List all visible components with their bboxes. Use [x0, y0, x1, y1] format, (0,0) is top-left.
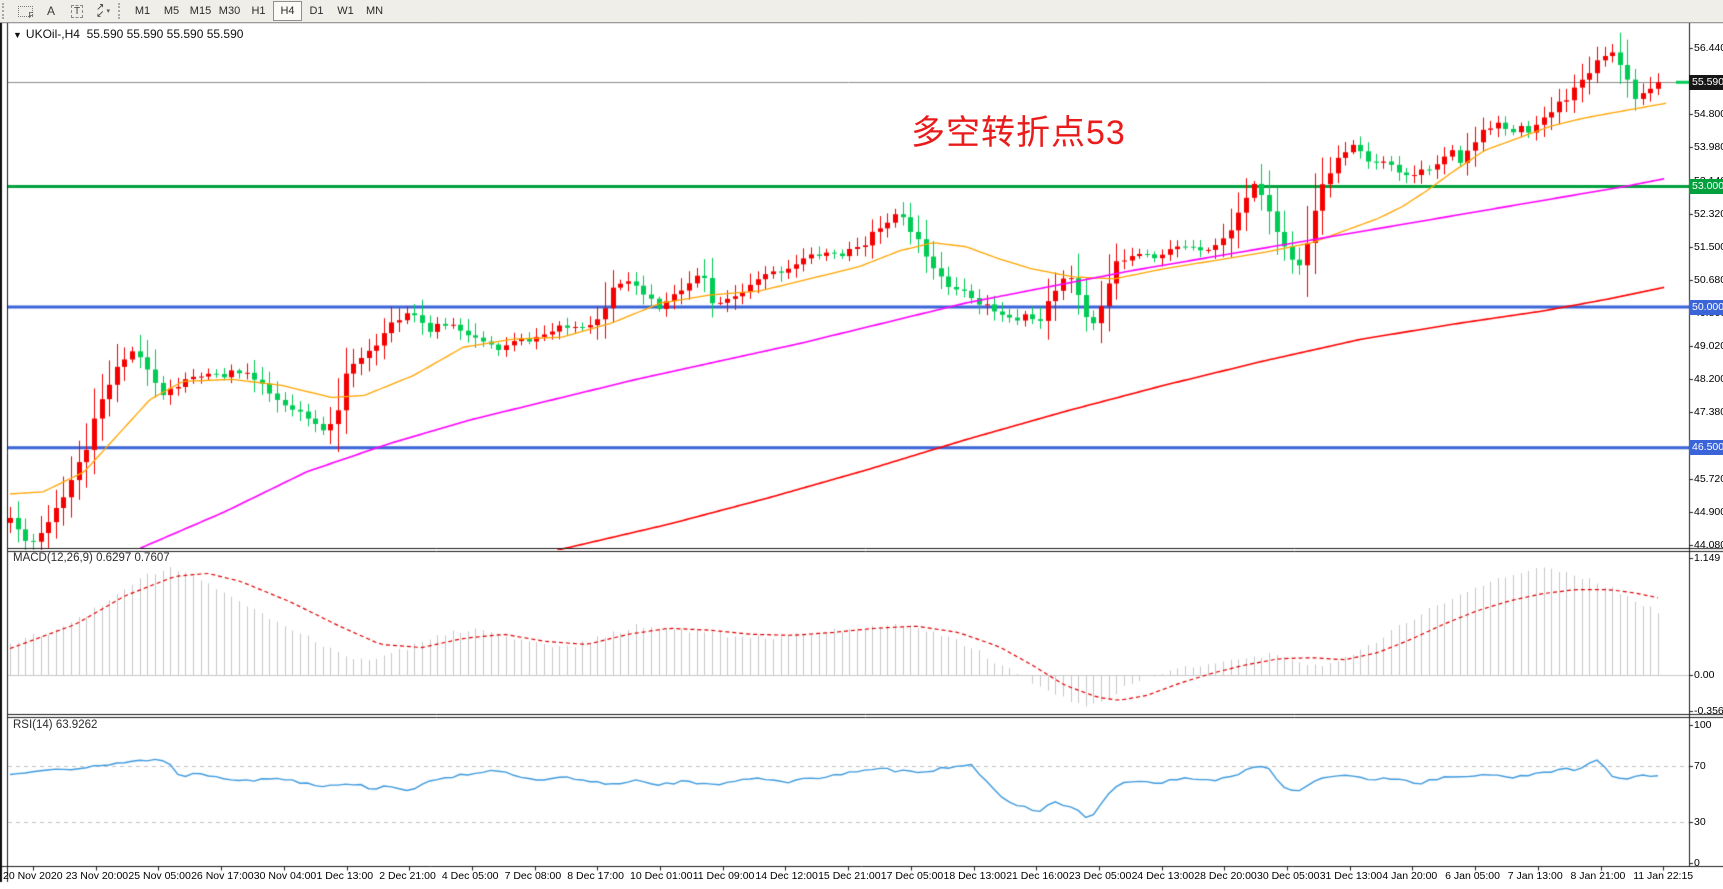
time-axis-label: 24 Dec 13:00 [1131, 870, 1195, 882]
macd-indicator-label: MACD(12,26,9) 0.6297 0.7607 [13, 552, 170, 564]
timeframe-button-d1[interactable]: D1 [309, 5, 324, 17]
time-axis-label: 26 Nov 17:00 [191, 870, 254, 882]
time-axis-label: 21 Dec 16:00 [1006, 870, 1069, 882]
time-axis-label: 23 Nov 20:00 [65, 870, 129, 882]
price-tick-label: 48.200 [1694, 373, 1723, 386]
time-axis-label: 1 Dec 13:00 [316, 870, 374, 882]
timeframe-button-m1[interactable]: M1 [134, 5, 151, 17]
timeframe-button-m5[interactable]: M5 [163, 5, 180, 17]
grid-f-icon[interactable]: F [12, 1, 38, 22]
time-axis-label: 30 Nov 04:00 [253, 870, 317, 882]
timeframe-button-h4[interactable]: H4 [273, 1, 302, 21]
macd-tick-label: 1.149 [1694, 552, 1721, 565]
text-a-icon[interactable]: A [46, 4, 55, 18]
timeframe-button-m15[interactable]: M15 [189, 5, 212, 17]
price-tick-label: 44.080 [1694, 538, 1723, 551]
rsi-tick-label: 30 [1694, 815, 1706, 828]
rsi-tick-label: 0 [1694, 857, 1700, 869]
price-tick-label: 50.680 [1694, 273, 1723, 286]
chart-title[interactable]: ▼ UKOil-,H4 55.590 55.590 55.590 55.590 [13, 27, 243, 41]
price-tick-label: 44.900 [1694, 506, 1723, 519]
chart-dropdown-icon[interactable]: ▼ [13, 30, 22, 40]
time-axis-label: 6 Jan 05:00 [1445, 870, 1500, 882]
time-axis-label: 28 Dec 20:00 [1194, 870, 1257, 882]
time-axis-label: 11 Jan 22:15 [1633, 870, 1694, 882]
time-axis-label: 11 Dec 09:00 [692, 870, 755, 882]
price-tick-label: 56.440 [1694, 42, 1723, 55]
chart-text-annotation[interactable]: 多空转折点53 [911, 114, 1126, 152]
time-axis-label: 7 Jan 13:00 [1507, 870, 1563, 882]
timeframe-button-mn[interactable]: MN [365, 5, 384, 17]
time-axis-label: 8 Dec 17:00 [567, 870, 624, 882]
price-tick-label: 49.020 [1694, 340, 1723, 353]
price-tick-label: 53.980 [1694, 141, 1723, 153]
time-axis-label: 15 Dec 21:00 [818, 870, 881, 882]
arrow-tools-icon[interactable]: ↗ ↙ ▾ [96, 2, 110, 20]
time-axis-label: 23 Dec 05:00 [1068, 870, 1132, 882]
time-axis-label: 25 Nov 05:00 [128, 870, 191, 882]
price-tick-label: 51.500 [1694, 240, 1723, 253]
toolbar-drag-handle-2[interactable] [118, 3, 125, 19]
price-tick-label: 52.320 [1694, 207, 1723, 220]
time-axis-label: 7 Dec 08:00 [504, 870, 562, 882]
timeframe-button-w1[interactable]: W1 [337, 5, 354, 17]
time-axis-label: 8 Jan 21:00 [1570, 870, 1626, 882]
time-axis-label: 20 Nov 2020 [3, 870, 63, 882]
macd-tick-label: 0.00 [1694, 668, 1715, 681]
level-price-badge[interactable]: 53.000 [1689, 178, 1723, 194]
current-price-badge: 55.590 [1689, 74, 1723, 90]
level-price-badge[interactable]: 46.500 [1689, 440, 1723, 456]
price-tick-label: 54.800 [1694, 108, 1723, 121]
toolbar-drag-handle[interactable] [2, 3, 9, 19]
chart-title-text: UKOil-,H4 55.590 55.590 55.590 55.590 [25, 27, 244, 41]
level-price-badge[interactable]: 50.000 [1689, 299, 1723, 315]
time-axis-label: 10 Dec 01:00 [630, 870, 693, 882]
time-axis-label: 18 Dec 13:00 [943, 870, 1006, 882]
rsi-indicator-label: RSI(14) 63.9262 [13, 719, 98, 731]
timeframe-button-m30[interactable]: M30 [218, 5, 241, 17]
top-toolbar: F A T ↗ ↙ ▾ M1 M5 M15 M30 H1 H4 D1 W1 MN [0, 0, 1723, 23]
time-axis-label: 14 Dec 12:00 [755, 870, 818, 882]
time-axis-label: 30 Dec 05:00 [1257, 870, 1320, 882]
timeframe-button-h1[interactable]: H1 [251, 5, 266, 17]
time-axis-label: 2 Dec 21:00 [379, 870, 436, 882]
time-axis-label: 4 Jan 20:00 [1382, 870, 1438, 882]
macd-tick-label: -0.3563 [1694, 705, 1723, 718]
time-axis-label: 17 Dec 05:00 [880, 870, 944, 882]
text-box-icon[interactable]: T [64, 1, 90, 22]
price-tick-label: 45.720 [1694, 473, 1723, 486]
time-axis-label: 31 Dec 13:00 [1319, 870, 1383, 882]
time-axis-label: 4 Dec 05:00 [441, 870, 499, 882]
price-tick-label: 47.380 [1694, 406, 1723, 419]
rsi-tick-label: 70 [1694, 760, 1706, 773]
rsi-tick-label: 100 [1694, 718, 1712, 731]
